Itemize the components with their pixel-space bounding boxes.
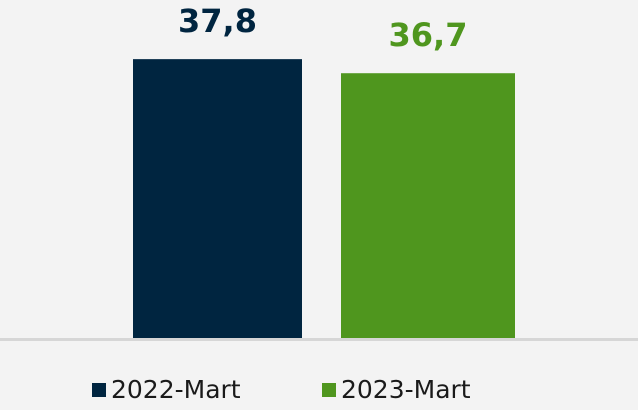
value-label: 37,8 <box>178 2 257 40</box>
legend-swatch <box>322 383 336 397</box>
legend-label: 2022-Mart <box>111 375 241 404</box>
value-label: 36,7 <box>389 16 468 54</box>
legend-swatch <box>92 383 106 397</box>
bar <box>341 73 515 339</box>
legend-label: 2023-Mart <box>341 375 471 404</box>
bar <box>133 59 302 339</box>
